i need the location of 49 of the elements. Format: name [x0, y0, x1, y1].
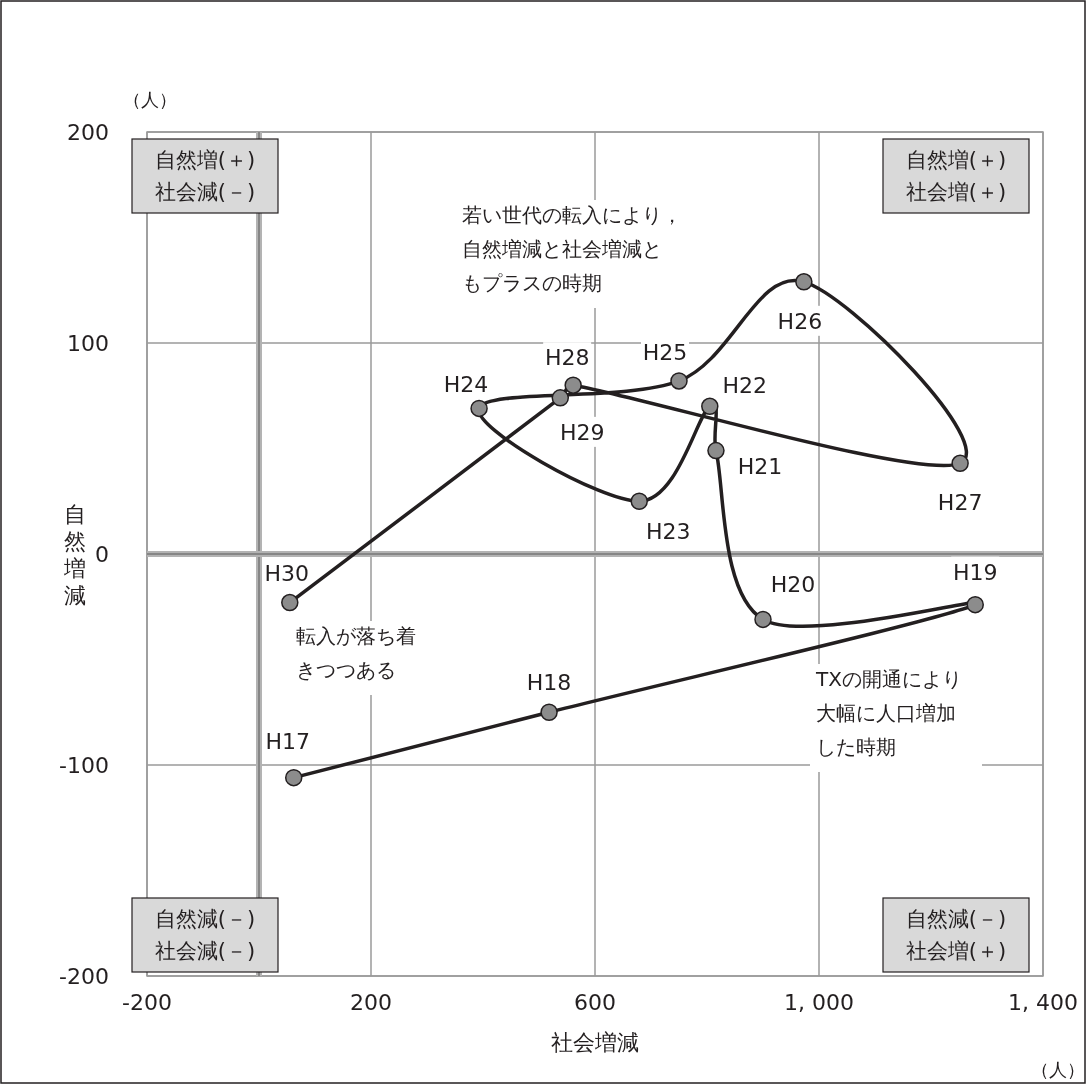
- annotation: 転入が落ち着きつつある: [296, 624, 416, 682]
- point: [564, 376, 582, 394]
- annotation: H28: [544, 345, 590, 371]
- annotation: H25: [642, 339, 688, 365]
- x-tick-label: 200: [350, 990, 392, 1015]
- x-axis-title: 社会増減: [551, 1030, 639, 1055]
- annotation: H27: [937, 490, 983, 516]
- annotation: H30: [264, 560, 310, 586]
- x-tick-label: 1, 000: [784, 990, 854, 1015]
- point: [630, 492, 648, 510]
- annotation: 自然減(－)社会増(＋): [905, 907, 1007, 963]
- y-tick-label: 100: [67, 331, 109, 356]
- annotation: 自然減(－)社会減(－): [154, 907, 256, 963]
- annotation: 若い世代の転入により，自然増減と社会増減ともプラスの時期: [462, 203, 682, 295]
- annotation: TXの開通により大幅に人口増加した時期: [815, 667, 962, 759]
- point: [284, 768, 303, 787]
- point: [966, 595, 984, 614]
- point: [670, 372, 688, 390]
- annotation: H20: [770, 572, 816, 598]
- y-tick-label: 200: [67, 120, 109, 145]
- x-tick-label: -200: [122, 990, 172, 1015]
- annotation: H22: [722, 373, 768, 399]
- point: [701, 397, 719, 416]
- point: [540, 703, 558, 721]
- y-tick-label: -100: [59, 753, 109, 778]
- point: [795, 273, 813, 291]
- x-tick-label: 1, 400: [1008, 990, 1078, 1015]
- annotation: H26: [777, 308, 823, 334]
- annotation: H29: [560, 419, 605, 445]
- y-axis-title: 自然増減: [63, 501, 86, 608]
- annotation: H17: [265, 728, 310, 754]
- annotation: 自然増(＋)社会減(－): [154, 148, 256, 204]
- annotation: H18: [526, 670, 572, 696]
- point: [470, 399, 488, 418]
- y-tick-label: -200: [59, 964, 109, 989]
- annotation: H19: [952, 559, 998, 585]
- annotation: H24: [443, 372, 489, 398]
- point: [951, 454, 969, 473]
- y-tick-label: 0: [95, 542, 109, 567]
- point: [551, 389, 570, 407]
- point: [754, 610, 772, 629]
- x-tick-label: 600: [574, 990, 616, 1015]
- annotation: 自然増(＋)社会増(＋): [905, 148, 1007, 204]
- text: （人）: [123, 89, 177, 110]
- point: [707, 441, 725, 460]
- annotation: H23: [645, 519, 691, 545]
- annotation: H21: [737, 453, 783, 479]
- text: （人）: [1031, 1059, 1085, 1080]
- point: [281, 593, 299, 612]
